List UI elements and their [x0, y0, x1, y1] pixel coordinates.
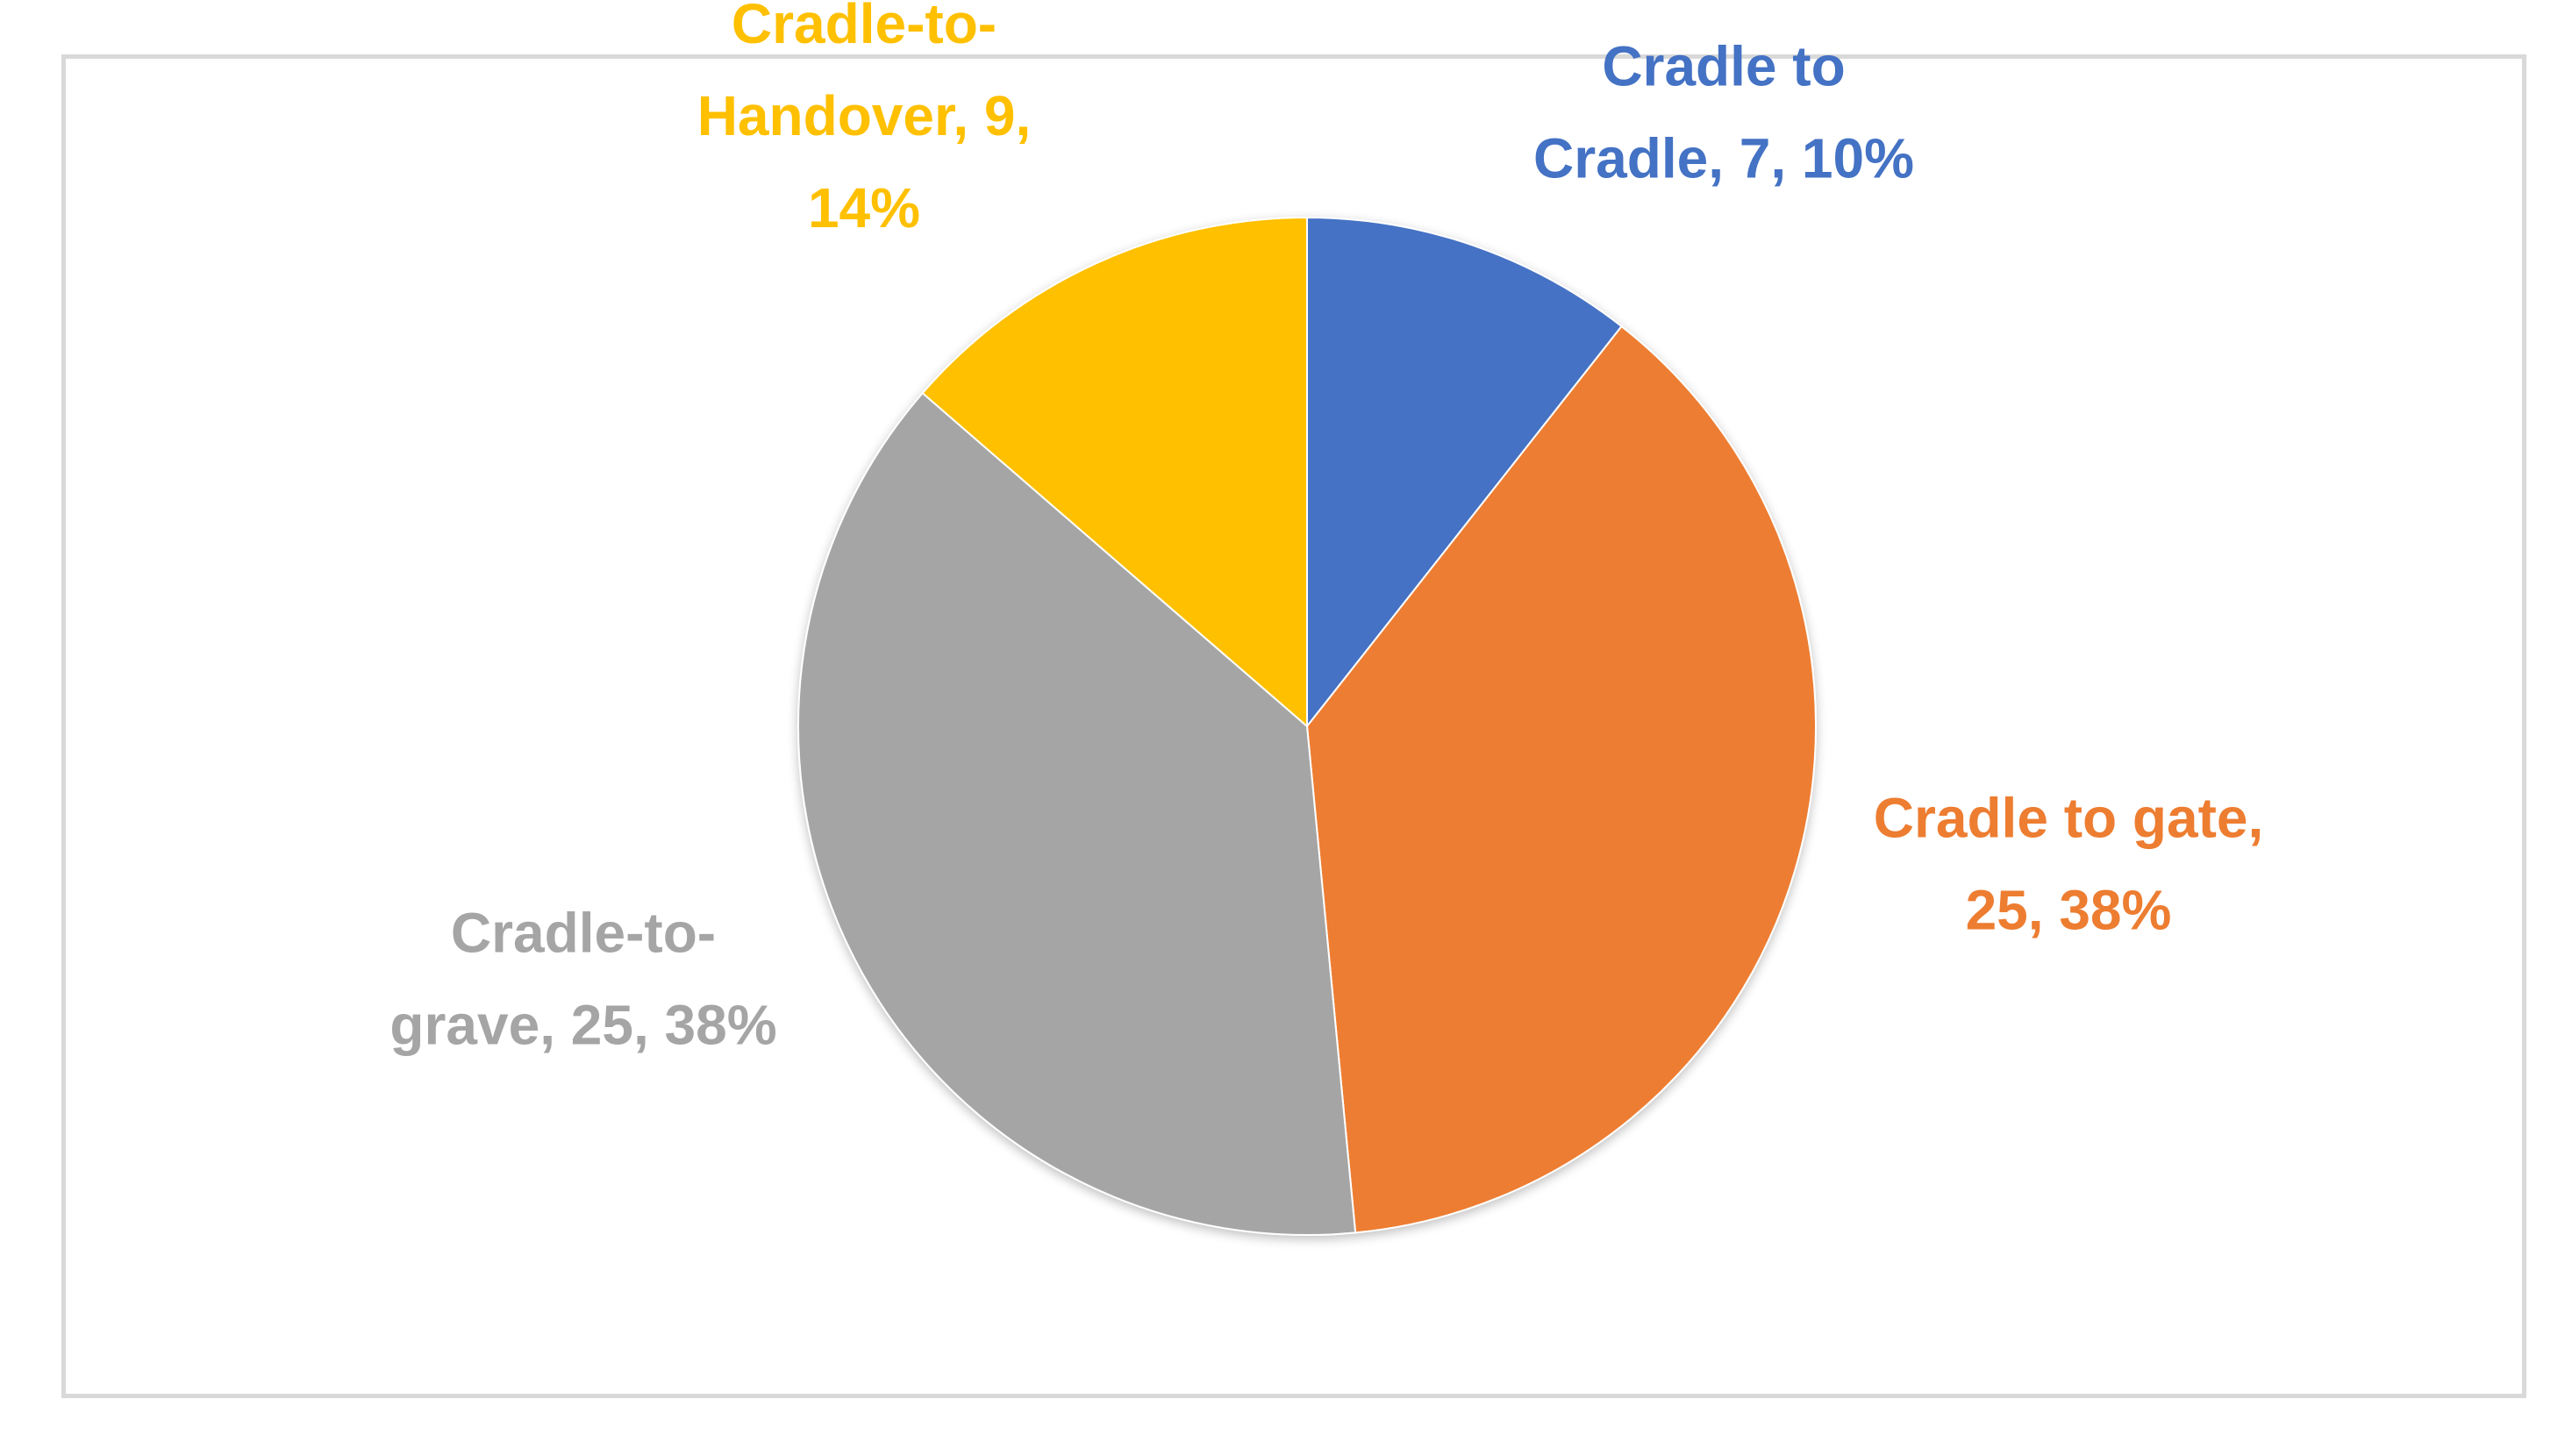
- pie-slice-cradle-to-gate: [1305, 325, 1817, 1234]
- data-label-cradle-to-grave: Cradle-to-grave, 25, 38%: [389, 902, 776, 1057]
- data-label-line: Cradle, 7, 10%: [1533, 127, 1914, 190]
- data-label-cradle-to-gate: Cradle to gate, 25, 38%: [1874, 787, 2264, 942]
- pie-slices: [797, 216, 1817, 1236]
- data-label-line: Cradle-to-: [451, 902, 716, 965]
- pie-slice-cradle-to-grave: [797, 391, 1357, 1236]
- pie-slice-cradle-to-cradle: [1306, 216, 1623, 729]
- data-label-cradle-to-handover: Cradle-to- Handover, 9, 14%: [697, 0, 1032, 239]
- data-label-line: grave, 25, 38%: [389, 994, 776, 1057]
- data-label-line: 25, 38%: [1966, 879, 2172, 942]
- pie-data-labels: Cradle to Cradle, 7, 10% Cradle to gate, 25…: [389, 0, 2263, 1057]
- data-label-line: 14%: [808, 176, 920, 239]
- data-label-line: Cradle to: [1602, 35, 1845, 98]
- data-label-line: Cradle to gate,: [1874, 787, 2264, 850]
- data-label-cradle-to-cradle: Cradle to Cradle, 7, 10%: [1533, 35, 1914, 190]
- pie-slice-cradle-to-handover: [921, 216, 1308, 729]
- data-label-line: Handover, 9,: [697, 84, 1032, 147]
- data-label-line: Cradle-to-: [732, 0, 997, 55]
